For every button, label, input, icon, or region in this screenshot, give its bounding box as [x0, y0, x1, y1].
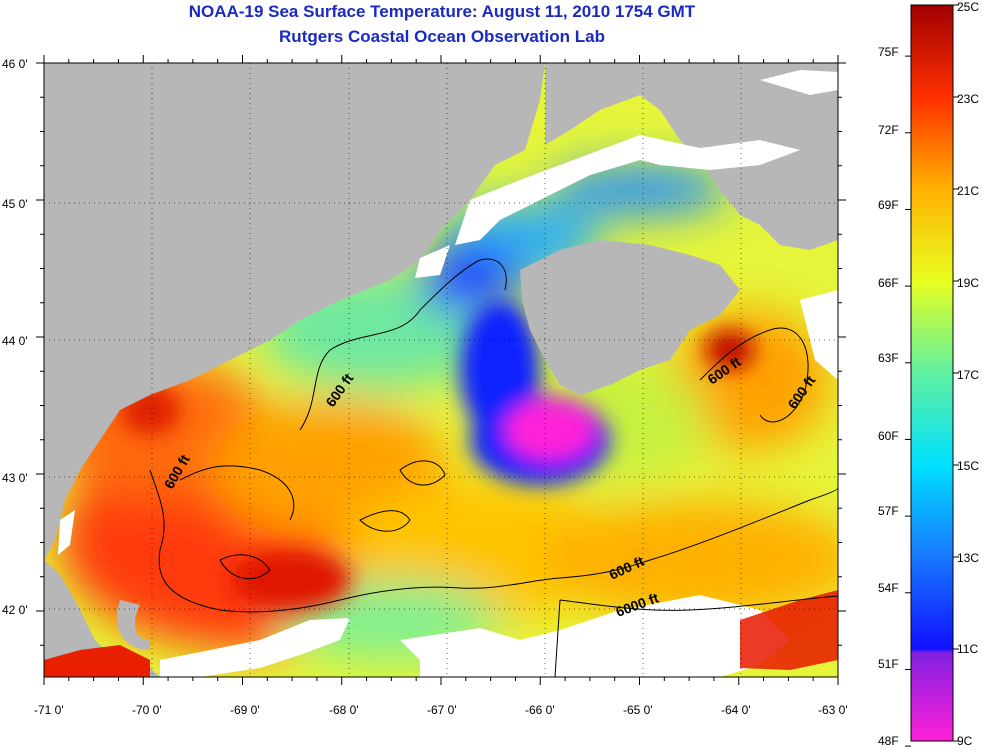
colorbar-celsius-labels: 25C 23C 21C 19C 17C 15C 13C 11C 9C	[957, 0, 979, 748]
lon-tick-label: -64 0'	[721, 703, 751, 717]
colorbar-f-label: 57F	[878, 504, 899, 518]
colorbar-f-label: 63F	[878, 351, 899, 365]
lon-tick-label: -66 0'	[525, 703, 555, 717]
lat-tick-label: 44 0'	[2, 334, 28, 348]
colorbar-c-label: 23C	[957, 92, 979, 106]
colorbar-f-label: 60F	[878, 429, 899, 443]
lon-tick-label: -65 0'	[623, 703, 653, 717]
colorbar-f-label: 51F	[878, 657, 899, 671]
map-title: NOAA-19 Sea Surface Temperature: August …	[188, 2, 696, 21]
colorbar-c-label: 17C	[957, 368, 979, 382]
cloud-mask	[58, 70, 838, 677]
lat-tick-label: 43 0'	[2, 471, 28, 485]
colorbar-f-label: 75F	[878, 45, 899, 59]
lon-tick-label: -67 0'	[427, 703, 457, 717]
colorbar-c-label: 21C	[957, 184, 979, 198]
colorbar-f-label: 66F	[878, 276, 899, 290]
colorbar	[910, 4, 954, 742]
lat-tick-label: 46 0'	[2, 57, 28, 71]
colorbar-f-label: 69F	[878, 198, 899, 212]
colorbar-c-label: 9C	[957, 734, 973, 748]
colorbar-f-label: 54F	[878, 581, 899, 595]
lon-tick-label: -71 0'	[34, 703, 64, 717]
sst-field	[44, 63, 838, 677]
colorbar-fahrenheit-labels: 75F 72F 69F 66F 63F 60F 57F 54F 51F 48F	[878, 45, 899, 748]
lon-tick-label: -70 0'	[132, 703, 162, 717]
longitude-axis: -71 0' -70 0' -69 0' -68 0' -67 0' -66 0…	[34, 703, 848, 717]
lat-tick-label: 45 0'	[2, 197, 28, 211]
bathymetry-contours	[149, 258, 838, 677]
colorbar-c-label: 13C	[957, 551, 979, 565]
colorbar-c-label: 19C	[957, 276, 979, 290]
map-subtitle: Rutgers Coastal Ocean Observation Lab	[279, 27, 605, 46]
colorbar-c-label: 15C	[957, 459, 979, 473]
lon-tick-label: -69 0'	[230, 703, 260, 717]
lon-tick-label: -63 0'	[818, 703, 848, 717]
lat-tick-label: 42 0'	[2, 603, 28, 617]
colorbar-c-label: 11C	[957, 642, 978, 656]
latitude-axis: 46 0' 45 0' 44 0' 43 0' 42 0'	[2, 57, 28, 617]
colorbar-f-label: 72F	[878, 123, 899, 137]
lon-tick-label: -68 0'	[329, 703, 359, 717]
colorbar-f-label: 48F	[878, 734, 899, 748]
colorbar-c-label: 25C	[957, 0, 979, 14]
